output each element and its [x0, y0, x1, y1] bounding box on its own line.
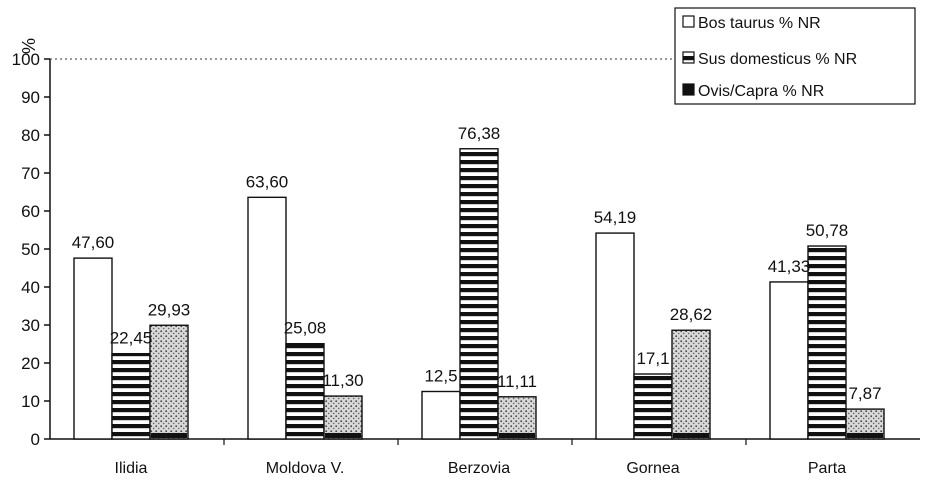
bar-bos-taurus	[769, 281, 809, 440]
y-tick-label: 30	[21, 316, 40, 335]
bar-bos-taurus	[595, 232, 635, 440]
legend-label-sus-domesticus: Sus domesticus % NR	[698, 51, 857, 68]
bar-base-strip	[847, 433, 883, 438]
data-label: 41,33	[768, 257, 811, 276]
data-label: 11,30	[322, 371, 363, 390]
bar-ovis-capra	[323, 395, 363, 440]
data-label: 29,93	[148, 300, 191, 319]
x-tick-label: Moldova V.	[266, 460, 345, 477]
data-label: 22,45	[110, 329, 153, 348]
legend-label-ovis-capra: Ovis/Capra % NR	[698, 83, 824, 100]
bar-sus-domesticus	[459, 148, 499, 440]
legend-swatch-ovis-capra	[682, 83, 695, 96]
bar-sus-domesticus	[633, 373, 673, 440]
y-tick-label: 40	[21, 278, 40, 297]
y-tick-label: 0	[31, 430, 40, 449]
x-tick-label: Gornea	[626, 460, 679, 477]
data-label: 76,38	[458, 124, 501, 143]
bar-ovis-capra	[149, 324, 189, 440]
legend-box	[674, 7, 916, 105]
bar-sus-domesticus	[807, 245, 847, 440]
bar-ovis-capra	[671, 329, 711, 440]
bar-bos-taurus	[247, 196, 287, 440]
data-label: 50,78	[806, 221, 849, 240]
legend: Bos taurus % NR Sus domesticus % NR Ovis…	[674, 7, 916, 105]
y-tick-label: 100	[12, 50, 40, 69]
x-tick-label: Parta	[808, 460, 846, 477]
x-tick-label: Berzovia	[448, 460, 510, 477]
legend-swatch-sus-domesticus	[682, 51, 695, 64]
data-label: 63,60	[246, 172, 289, 191]
bar-bos-taurus	[73, 257, 113, 440]
bar-sus-domesticus	[111, 352, 151, 440]
data-label: 11,11	[497, 372, 537, 391]
y-axis-title: %	[18, 38, 38, 54]
y-tick-label: 70	[21, 164, 40, 183]
data-label: 28,62	[670, 305, 713, 324]
data-label: 17,1	[636, 349, 669, 368]
bar-ovis-capra	[497, 396, 537, 440]
y-tick-label: 80	[21, 126, 40, 145]
bars	[73, 148, 885, 440]
bar-bos-taurus	[421, 390, 461, 440]
legend-swatch-bos-taurus	[682, 15, 695, 28]
y-tick-label: 60	[21, 202, 40, 221]
data-label: 7,87	[848, 384, 881, 403]
x-tick-label: Ilidia	[115, 460, 148, 477]
bar-sus-domesticus	[285, 342, 325, 440]
bar-base-strip	[673, 433, 709, 438]
y-tick-label: 10	[21, 392, 40, 411]
legend-label-bos-taurus: Bos taurus % NR	[698, 15, 821, 32]
data-label: 12,5	[424, 367, 457, 386]
y-tick-label: 90	[21, 88, 40, 107]
data-label: 47,60	[72, 233, 115, 252]
data-labels: 47,60 22,45 29,93 63,60 25,08 11,30 12,5 76,38 1…	[72, 124, 882, 403]
axes: 0 10 20 30 40 50 60 70 80 90 100 Ilidia Moldova V. Be…	[12, 50, 920, 477]
y-tick-label: 50	[21, 240, 40, 259]
data-label: 25,08	[284, 319, 327, 338]
bar-base-strip	[325, 433, 361, 438]
y-tick-label: 20	[21, 354, 40, 373]
bar-base-strip	[499, 433, 535, 438]
data-label: 54,19	[594, 208, 637, 227]
bar-base-strip	[151, 433, 187, 438]
